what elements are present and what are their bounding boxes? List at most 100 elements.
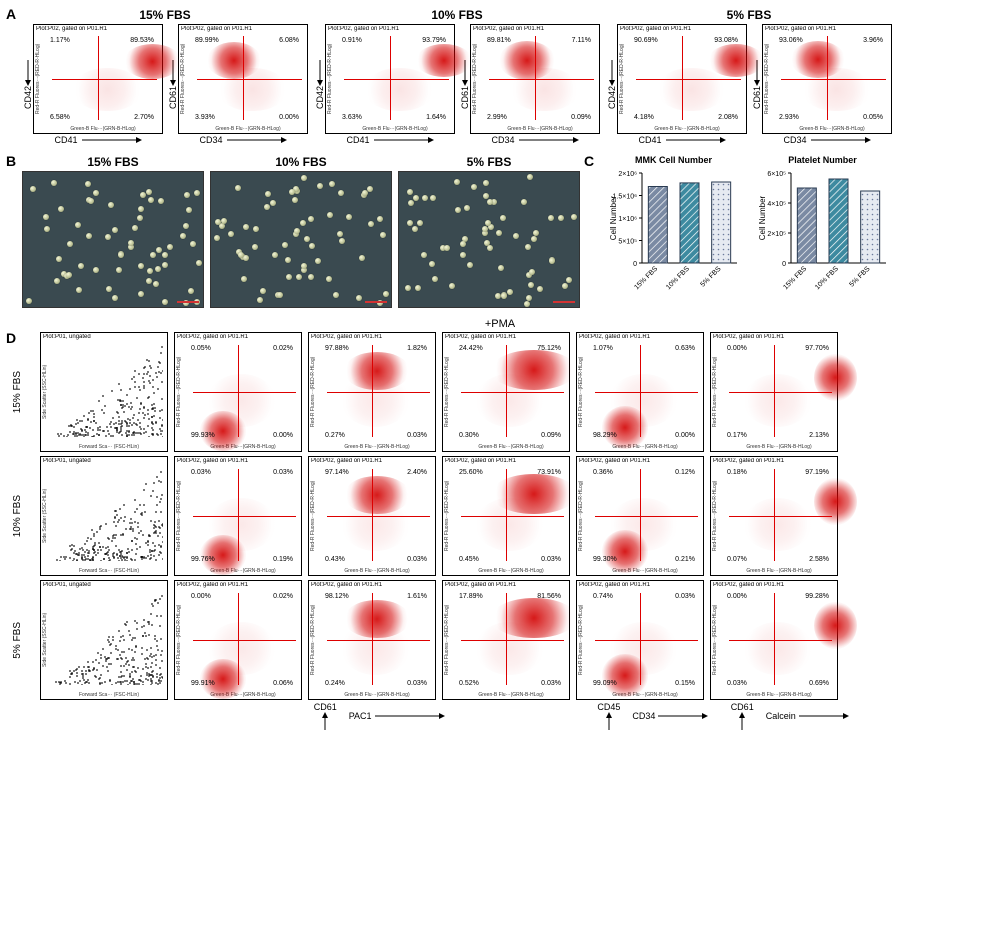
- scatter-points: [55, 345, 163, 437]
- micro-title: 10% FBS: [275, 155, 326, 169]
- facs-plot-title: Plot:P02, gated on P01.R1: [445, 582, 567, 588]
- dot-cloud-extra: [609, 622, 678, 675]
- d-cell: Plot:P01, ungated Side Scatter (SSC-HLin…: [40, 580, 168, 700]
- fbs-title: 15% FBS: [139, 8, 190, 22]
- up-arrow-icon: [321, 712, 329, 730]
- barplot-unit: MMK Cell Number 05×10⁵1×10⁶1.5×10⁶2×10⁶1…: [606, 155, 741, 297]
- quad-line-v: [506, 345, 507, 437]
- facs-plot-title: Plot:P02, gated on P01.R1: [36, 26, 160, 32]
- d-cell: Plot:P02, gated on P01.R1 Red-R Fluores·…: [174, 456, 302, 576]
- facs-scatter: Plot:P01, ungated Side Scatter (SSC-HLin…: [40, 332, 168, 452]
- facs-unit: CD61 Plot:P02, gated on P01.R1 Red-R Flu…: [751, 24, 892, 145]
- facs-tiny-yaxis: Red-R Fluores···(RED-R-HLog): [712, 593, 720, 687]
- spacer: [177, 702, 308, 730]
- facs-tiny-yaxis: Red-R Fluores···(RED-R-HLog): [310, 593, 318, 687]
- quad-line-h: [344, 79, 449, 80]
- dot-cloud-extra: [207, 498, 276, 551]
- d-row-label: 10% FBS: [12, 495, 34, 537]
- quad-lr: 0.00%: [279, 114, 299, 121]
- dot-cloud-extra: [364, 68, 434, 111]
- facs-tiny-yaxis: Red-R Fluores···(RED-R-HLog): [327, 37, 335, 121]
- panel-d-bottom-labels: CD61 PAC1 CD45 CD34 CD61 Calcein: [12, 702, 992, 730]
- facs-tiny-yaxis: Red-R Fluores···(RED-R-HLog): [444, 345, 452, 439]
- quad-line-v: [640, 593, 641, 685]
- quad-ur: 89.53%: [130, 37, 154, 44]
- quad-line-h: [595, 392, 698, 393]
- quad-ur: 93.08%: [714, 37, 738, 44]
- fbs-title: 10% FBS: [431, 8, 482, 22]
- fbs-group: 10% FBS CD42 Plot:P02, gated on P01.R1 R…: [314, 8, 600, 145]
- quad-ur: 7.11%: [572, 37, 591, 44]
- d-axis-cd61-pac1: CD61 PAC1: [314, 702, 445, 730]
- quad-ul: 0.00%: [727, 593, 747, 600]
- barplot-unit: Platelet Number 02×10⁵4×10⁵6×10⁵15% FBS1…: [755, 155, 890, 297]
- arrow-icon: [375, 712, 445, 720]
- quad-line-h: [595, 640, 698, 641]
- quad-ur: 1.82%: [407, 345, 427, 352]
- quad-ll: 0.52%: [459, 680, 479, 687]
- fbs-pair: CD42 Plot:P02, gated on P01.R1 Red-R Flu…: [314, 24, 600, 145]
- panel-d-label: D: [6, 330, 16, 346]
- arrow-icon: [519, 136, 579, 144]
- facs-plot: Plot:P02, gated on P01.R1 Red-R Fluores·…: [762, 24, 892, 134]
- facs-tiny-xaxis: Green-B Flu···(GRN-B-HLog): [589, 692, 701, 698]
- quad-ul: 24.42%: [459, 345, 483, 352]
- quad-lr: 0.09%: [541, 432, 561, 439]
- quad-ur: 3.96%: [863, 37, 883, 44]
- quad-line-h: [729, 516, 832, 517]
- bar-ylabel: Cell Number: [609, 195, 618, 240]
- facs-tiny-yaxis: Red-R Fluores···(RED-R-HLog): [310, 345, 318, 439]
- quad-ul: 89.81%: [487, 37, 511, 44]
- quad-ll: 99.91%: [191, 680, 215, 687]
- ytick-label: 0: [633, 261, 637, 268]
- quad-lr: 0.06%: [273, 680, 293, 687]
- quad-lr: 0.03%: [541, 556, 561, 563]
- bar-ylabel: Cell Number: [758, 195, 767, 240]
- up-arrow-icon: [605, 712, 613, 730]
- quad-ur: 81.56%: [537, 593, 561, 600]
- d-axis-cd45-cd34: CD45 CD34: [587, 702, 718, 730]
- quad-line-v: [238, 469, 239, 561]
- quad-lr: 2.08%: [718, 114, 738, 121]
- quad-ul: 0.00%: [727, 345, 747, 352]
- quad-ur: 73.91%: [537, 469, 561, 476]
- facs-tiny-yaxis: Red-R Fluores···(RED-R-HLog): [310, 469, 318, 563]
- dot-cloud-extra: [743, 374, 812, 427]
- facs-tiny-xaxis: Green-B Flu···(GRN-B-HLog): [187, 568, 299, 574]
- quad-lr: 0.03%: [541, 680, 561, 687]
- facs-plot-title: Plot:P02, gated on P01.R1: [765, 26, 889, 32]
- d-cell: Plot:P01, ungated Side Scatter (SSC-HLin…: [40, 332, 168, 452]
- spacer: [12, 702, 34, 730]
- facs-plot: Plot:P02, gated on P01.R1 Red-R Fluores·…: [710, 456, 838, 576]
- quad-ur: 0.03%: [273, 469, 293, 476]
- ytick-label: 2×10⁶: [618, 171, 637, 178]
- facs-scatter: Plot:P01, ungated Side Scatter (SSC-HLin…: [40, 580, 168, 700]
- panel-c-label: C: [584, 153, 594, 169]
- facs-plot: Plot:P02, gated on P01.R1 Red-R Fluores·…: [576, 580, 704, 700]
- quad-line-v: [640, 345, 641, 437]
- quad-line-v: [390, 36, 391, 120]
- quad-ul: 98.12%: [325, 593, 349, 600]
- facs-x-marker: CD34: [783, 135, 870, 145]
- facs-col: Plot:P02, gated on P01.R1 Red-R Fluores·…: [762, 24, 892, 145]
- facs-plot-title: Plot:P02, gated on P01.R1: [713, 458, 835, 464]
- quad-ur: 97.70%: [805, 345, 829, 352]
- facs-tiny-yaxis: Red-R Fluores···(RED-R-HLog): [578, 593, 586, 687]
- xtick-label: 15% FBS: [633, 265, 659, 291]
- dot-cloud-extra: [217, 68, 287, 111]
- quad-line-v: [535, 36, 536, 120]
- quad-ul: 0.91%: [342, 37, 362, 44]
- facs-col: Plot:P02, gated on P01.R1 Red-R Fluores·…: [325, 24, 455, 145]
- micro-column: 5% FBS: [398, 155, 580, 308]
- quad-line-h: [193, 392, 296, 393]
- dot-cloud-extra: [656, 68, 726, 111]
- quad-ur: 0.63%: [675, 345, 695, 352]
- quad-ul: 1.07%: [593, 345, 613, 352]
- facs-tiny-xaxis: Green-B Flu···(GRN-B-HLog): [589, 568, 701, 574]
- facs-tiny-yaxis: Red-R Fluores···(RED-R-HLog): [712, 469, 720, 563]
- fbs-title: 5% FBS: [727, 8, 772, 22]
- quad-line-v: [238, 593, 239, 685]
- quad-line-h: [636, 79, 741, 80]
- dot-cloud-extra: [475, 498, 544, 551]
- facs-plot: Plot:P02, gated on P01.R1 Red-R Fluores·…: [174, 332, 302, 452]
